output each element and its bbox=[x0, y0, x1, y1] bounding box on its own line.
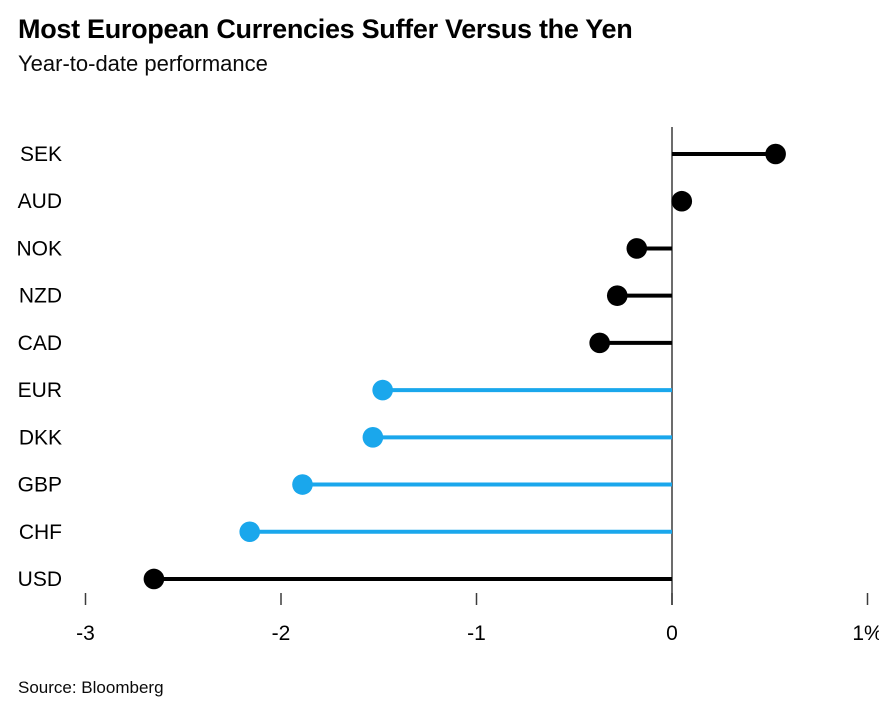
chart-subtitle: Year-to-date performance bbox=[18, 51, 268, 77]
category-label: SEK bbox=[20, 143, 62, 166]
lollipop-dot bbox=[143, 568, 165, 590]
category-label: USD bbox=[18, 568, 62, 591]
axis-tick-label: 0 bbox=[666, 622, 678, 645]
category-label: DKK bbox=[19, 426, 62, 449]
lollipop-dot bbox=[362, 427, 384, 448]
axis-tick-label: -1 bbox=[467, 622, 486, 645]
category-label: AUD bbox=[18, 190, 62, 213]
lollipop-dot bbox=[765, 143, 786, 165]
category-label: CAD bbox=[18, 332, 62, 355]
lollipop-dot bbox=[589, 332, 610, 354]
category-label: EUR bbox=[18, 379, 62, 402]
category-label: CHF bbox=[19, 521, 62, 544]
lollipop-dot bbox=[239, 521, 261, 543]
axis-tick-label: -2 bbox=[272, 622, 291, 645]
chart-title: Most European Currencies Suffer Versus t… bbox=[18, 14, 633, 44]
source-attribution: Source: Bloomberg bbox=[18, 678, 164, 697]
lollipop-dot bbox=[606, 285, 628, 306]
category-label: NZD bbox=[19, 285, 62, 308]
chart-footer: Source: Bloomberg bbox=[18, 678, 164, 698]
lollipop-dot bbox=[671, 190, 693, 212]
lollipop-dot bbox=[626, 238, 648, 259]
lollipop-dot bbox=[292, 474, 313, 495]
chart-header: Most European Currencies Suffer Versus t… bbox=[18, 14, 861, 76]
category-label: GBP bbox=[18, 474, 62, 497]
axis-tick-label: 1% bbox=[852, 622, 879, 645]
axis-tick-label: -3 bbox=[76, 622, 95, 645]
category-label: NOK bbox=[16, 237, 62, 260]
lollipop-dot bbox=[372, 379, 393, 401]
